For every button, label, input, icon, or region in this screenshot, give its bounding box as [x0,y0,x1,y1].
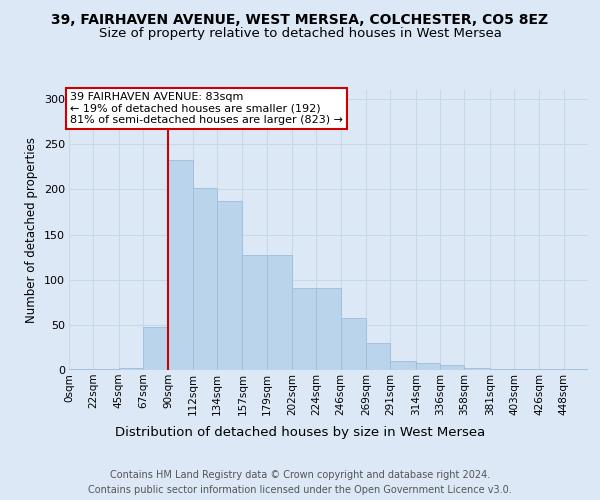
Bar [119,368,143,370]
Text: 39 FAIRHAVEN AVENUE: 83sqm
← 19% of detached houses are smaller (192)
81% of sem: 39 FAIRHAVEN AVENUE: 83sqm ← 19% of deta… [70,92,343,125]
Text: Size of property relative to detached houses in West Mersea: Size of property relative to detached ho… [98,28,502,40]
Text: Distribution of detached houses by size in West Mersea: Distribution of detached houses by size … [115,426,485,439]
Bar [391,361,416,370]
Bar [564,369,588,370]
Bar [464,368,490,370]
Bar [217,201,242,370]
Bar [69,369,93,370]
Bar [143,326,169,370]
Bar [440,366,464,370]
Bar [193,188,217,370]
Bar [366,343,391,370]
Bar [292,288,316,370]
Bar [341,318,366,370]
Bar [416,363,440,370]
Bar [514,369,539,370]
Bar [490,369,514,370]
Y-axis label: Number of detached properties: Number of detached properties [25,137,38,323]
Bar [539,369,564,370]
Bar [242,256,266,370]
Text: Contains HM Land Registry data © Crown copyright and database right 2024.
Contai: Contains HM Land Registry data © Crown c… [88,470,512,495]
Bar [316,288,341,370]
Bar [93,369,119,370]
Bar [169,160,193,370]
Bar [266,256,292,370]
Text: 39, FAIRHAVEN AVENUE, WEST MERSEA, COLCHESTER, CO5 8EZ: 39, FAIRHAVEN AVENUE, WEST MERSEA, COLCH… [52,12,548,26]
